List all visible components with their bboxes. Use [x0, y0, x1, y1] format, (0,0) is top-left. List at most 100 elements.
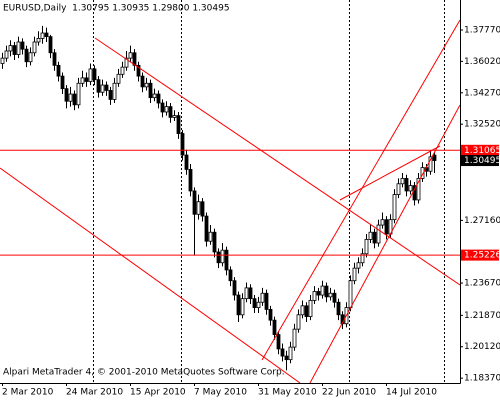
candle-body: [120, 66, 125, 75]
candle-body: [360, 253, 365, 264]
candle-body: [172, 115, 177, 118]
candle-body: [108, 90, 113, 100]
candle-body: [324, 285, 329, 298]
candle-body: [276, 334, 281, 350]
candle-body: [376, 224, 381, 244]
candle-body: [264, 292, 269, 310]
candle-body: [88, 68, 93, 82]
candle-body: [288, 346, 293, 361]
candle-body: [36, 38, 41, 43]
level-label-box: [461, 144, 499, 156]
candle-body: [188, 169, 193, 192]
candle-body: [96, 79, 101, 93]
candle-body: [140, 75, 145, 88]
candle-body: [200, 201, 205, 217]
candle-body: [80, 77, 85, 84]
candle-body: [104, 84, 109, 91]
candle-body: [136, 64, 141, 77]
x-tick-label: 31 May 2010: [258, 388, 317, 398]
candle-body: [52, 52, 57, 66]
candle-body: [76, 82, 81, 106]
candle-body: [248, 287, 253, 300]
candle-body: [308, 300, 313, 317]
candle-body: [420, 167, 425, 179]
candle-body: [356, 262, 361, 269]
last-price-box: [461, 155, 499, 167]
candle-body: [12, 45, 17, 55]
candle-body: [60, 75, 65, 90]
candle-body: [368, 231, 373, 240]
candle-body: [196, 201, 201, 215]
candle-body: [176, 115, 181, 134]
candle-body: [204, 215, 209, 242]
candle-body: [128, 52, 133, 59]
candle-body: [256, 301, 261, 309]
candle-body: [380, 219, 385, 226]
candle-body: [164, 106, 169, 113]
candle-body: [28, 52, 33, 63]
candle-body: [268, 309, 273, 321]
candle-body: [20, 41, 25, 50]
candle-body: [400, 177, 405, 185]
candle-body: [300, 305, 305, 316]
candle-body: [148, 82, 153, 99]
x-tick-label: 15 Apr 2010: [130, 388, 186, 398]
candle-body: [72, 93, 77, 106]
y-tick-label: 1.37770: [464, 25, 500, 35]
y-tick-label: 1.18370: [464, 374, 500, 384]
y-tick-label: 1.27160: [464, 216, 500, 226]
candle-body: [244, 287, 249, 300]
x-tick-label: 2 Mar 2010: [2, 388, 54, 398]
candle-body: [0, 57, 5, 64]
candle-body: [212, 231, 217, 253]
candle-body: [152, 93, 157, 99]
candle-body: [252, 298, 257, 309]
last-price-label: 1.30495: [464, 156, 500, 166]
candle-body: [328, 292, 333, 298]
candle-body: [416, 177, 421, 201]
x-tick-label: 22 Jun 2010: [322, 388, 376, 398]
x-tick-label: 7 May 2010: [194, 388, 247, 398]
candle-body: [4, 50, 9, 59]
candle-body: [272, 319, 277, 335]
y-tick-label: 1.34270: [464, 88, 500, 98]
candle-body: [160, 102, 165, 113]
candle-body: [316, 291, 321, 296]
candle-body: [232, 280, 237, 296]
candle-body: [192, 190, 197, 215]
candle-body: [404, 177, 409, 192]
candle-body: [364, 239, 369, 255]
candle-body: [408, 185, 413, 192]
candle-body: [100, 84, 105, 93]
candle-body: [396, 183, 401, 195]
candle-body: [112, 82, 117, 100]
x-tick-label: 14 Jul 2010: [386, 388, 437, 398]
candle-body: [320, 285, 325, 296]
candle-body: [348, 280, 353, 309]
candle-body: [124, 57, 129, 68]
candle-body: [208, 231, 213, 242]
candle-body: [84, 77, 89, 82]
candle-body: [116, 73, 121, 84]
candle-body: [168, 106, 173, 118]
candle-body: [92, 68, 97, 81]
candle-body: [336, 301, 341, 316]
trend-lines: [0, 19, 460, 383]
x-tick-label: 24 Mar 2010: [66, 388, 123, 398]
candle-body: [8, 45, 13, 52]
footer: Alpari MetaTrader 4, © 2001-2010 MetaQuo…: [3, 368, 285, 378]
candle-body: [68, 93, 73, 102]
candle-body: [144, 82, 149, 88]
level-label: 1.31065: [464, 146, 500, 156]
candle-body: [372, 231, 377, 244]
y-tick-label: 1.32520: [464, 120, 500, 130]
candle-body: [156, 93, 161, 104]
candle-body: [56, 64, 61, 77]
candle-body: [292, 328, 297, 348]
candle-body: [304, 305, 309, 317]
y-tick-label: 1.23670: [464, 279, 500, 289]
candle-body: [16, 41, 21, 55]
candle-body: [280, 348, 285, 357]
level-label-box: [461, 249, 499, 261]
